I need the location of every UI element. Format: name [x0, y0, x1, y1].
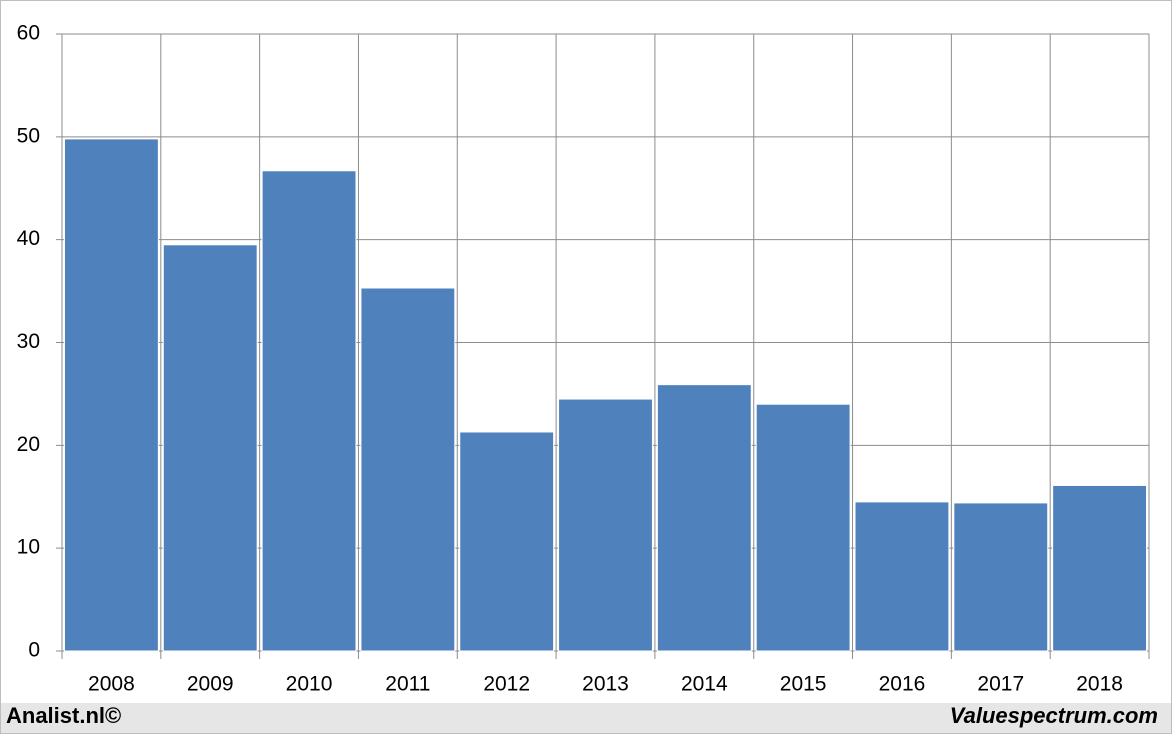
bar	[459, 431, 555, 652]
y-tick-label: 50	[17, 124, 40, 147]
bar	[558, 398, 653, 652]
bar	[261, 170, 357, 652]
bar	[854, 501, 950, 652]
x-tick-label: 2013	[582, 673, 629, 696]
x-tick-label: 2017	[977, 673, 1024, 696]
y-tick-label: 30	[17, 330, 40, 353]
y-tick-label: 10	[17, 536, 40, 559]
bar	[656, 384, 752, 652]
credit-left: Analist.nl©	[6, 703, 121, 728]
bar	[162, 244, 258, 652]
x-tick-label: 2015	[780, 673, 827, 696]
x-tick-label: 2014	[681, 673, 728, 696]
x-tick-label: 2016	[879, 673, 926, 696]
bar	[755, 403, 851, 652]
bar	[63, 138, 159, 652]
y-tick-label: 20	[17, 433, 40, 456]
x-tick-label: 2012	[483, 673, 530, 696]
x-tick-label: 2018	[1076, 673, 1123, 696]
bar	[360, 287, 456, 652]
y-tick-label: 40	[17, 227, 40, 250]
x-tick-label: 2008	[88, 673, 135, 696]
footer-band	[1, 703, 1171, 733]
x-tick-label: 2011	[385, 673, 430, 696]
bar	[1052, 484, 1148, 652]
y-tick-label: 0	[28, 639, 40, 662]
y-tick-label: 60	[17, 22, 40, 45]
bar	[953, 502, 1049, 652]
x-tick-label: 2010	[286, 673, 333, 696]
credit-right: Valuespectrum.com	[950, 703, 1158, 728]
x-tick-label: 2009	[187, 673, 234, 696]
